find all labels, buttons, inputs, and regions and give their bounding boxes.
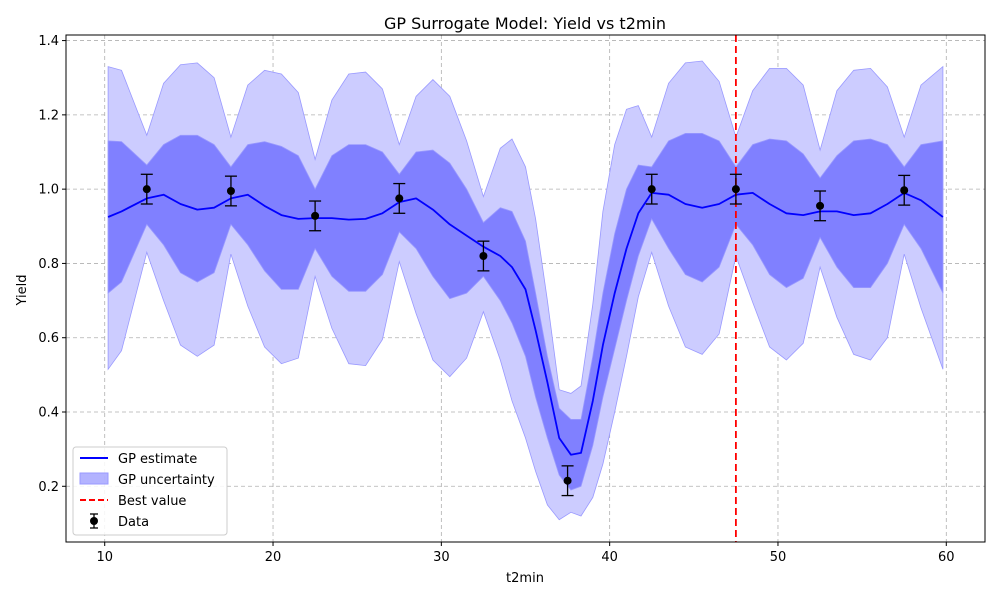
y-tick-label: 0.2 (38, 480, 59, 495)
gp-line-group (107, 192, 944, 456)
data-point (647, 185, 656, 194)
legend-best-value-label: Best value (118, 494, 186, 509)
y-tick-label: 0.8 (38, 257, 59, 272)
legend-data-marker (90, 517, 98, 525)
data-point (395, 194, 404, 203)
y-tick-label: 0.6 (38, 331, 59, 346)
legend-data-label: Data (118, 515, 149, 530)
legend-data-swatch (90, 513, 98, 529)
y-ticks: 0.2 0.4 0.6 0.8 1.0 1.2 1.4 (38, 34, 66, 495)
legend-gp-uncertainty-label: GP uncertainty (118, 473, 215, 488)
data-point (142, 185, 151, 194)
x-axis-label: t2min (506, 571, 544, 586)
data-point (816, 201, 825, 210)
x-tick-label: 60 (938, 550, 955, 565)
legend-box (72, 446, 228, 536)
y-tick-label: 1.4 (38, 34, 59, 49)
legend: GP estimate GP uncertainty Best value Da… (72, 446, 228, 536)
legend-gp-uncertainty-swatch (79, 472, 109, 485)
x-tick-label: 10 (96, 550, 113, 565)
x-tick-label: 30 (433, 550, 450, 565)
data-point (226, 187, 235, 195)
x-tick-label: 20 (265, 550, 282, 565)
x-ticks: 10 20 30 40 50 60 (96, 542, 955, 565)
uncertainty-band-inner (107, 133, 944, 491)
data-point (563, 476, 572, 485)
data-points (140, 173, 911, 497)
data-point (311, 211, 320, 220)
x-tick-label: 40 (601, 550, 618, 565)
plot-frame (65, 34, 986, 543)
y-tick-label: 0.4 (38, 406, 59, 421)
y-tick-label: 1.2 (38, 108, 59, 123)
x-tick-label: 50 (770, 550, 787, 565)
y-axis-label: Yield (15, 275, 30, 307)
gp-estimate-line (107, 192, 944, 456)
data-point (731, 185, 740, 194)
legend-gp-estimate-label: GP estimate (118, 452, 197, 467)
data-point (900, 186, 909, 195)
y-tick-label: 1.0 (38, 183, 59, 198)
data-point (479, 252, 488, 260)
chart-title: GP Surrogate Model: Yield vs t2min (384, 14, 666, 33)
